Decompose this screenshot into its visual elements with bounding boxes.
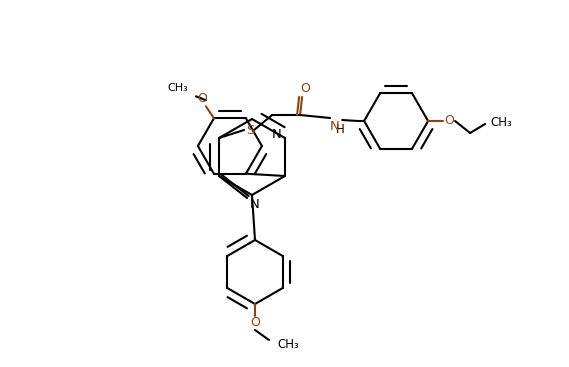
Text: O: O [300, 81, 310, 94]
Text: S: S [246, 124, 254, 137]
Text: CH₃: CH₃ [167, 83, 188, 93]
Text: N: N [250, 197, 260, 211]
Text: CH₃: CH₃ [277, 338, 299, 350]
Text: N: N [272, 128, 282, 142]
Text: O: O [444, 115, 454, 127]
Text: CH₃: CH₃ [490, 116, 512, 130]
Text: O: O [250, 316, 260, 330]
Text: H: H [336, 123, 345, 136]
Text: N: N [330, 120, 340, 134]
Text: O: O [197, 92, 207, 105]
